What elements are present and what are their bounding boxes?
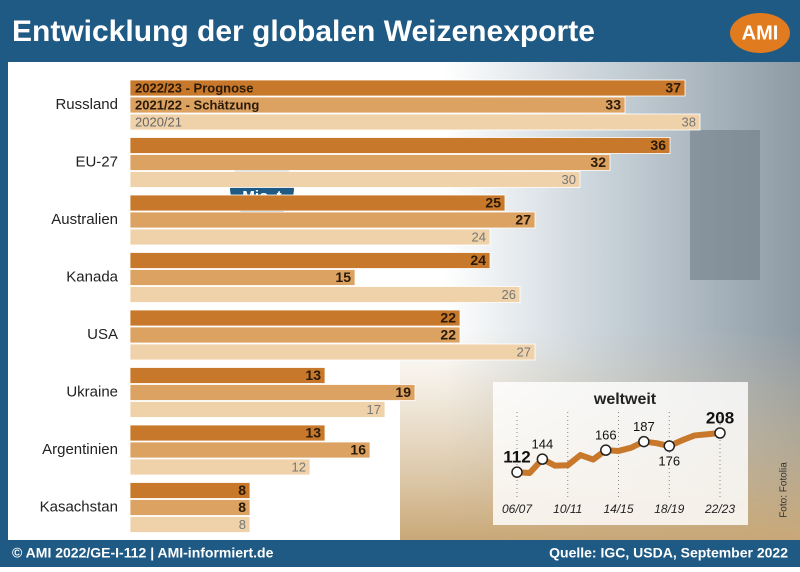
x-tick-label: 18/19 [654, 502, 684, 516]
bar [129, 96, 626, 114]
category-label: USA [87, 326, 118, 343]
bar [129, 516, 251, 533]
value-label: 13 [305, 367, 321, 383]
title: Entwicklung der globalen Weizenexporte [12, 15, 595, 48]
point [536, 453, 549, 465]
line [516, 430, 721, 476]
value-label: 22 [440, 310, 456, 326]
value-label: 30 [562, 172, 576, 187]
value-label: 12 [292, 459, 306, 474]
value-label: 37 [665, 80, 681, 96]
bar [129, 499, 251, 516]
point-label: 176 [658, 453, 680, 468]
bar [129, 424, 326, 442]
bar [129, 482, 251, 499]
footer-left: © AMI 2022/GE-I-112 | AMI-informiert.de [12, 545, 274, 561]
value-label: 16 [350, 442, 366, 458]
category-label: EU-27 [75, 153, 118, 170]
value-label: 36 [650, 137, 666, 153]
x-tick-label: 14/15 [603, 502, 633, 516]
bar [129, 154, 611, 171]
value-label: 25 [485, 195, 501, 211]
logo: AMI [742, 22, 779, 44]
logo-badge [730, 13, 790, 53]
value-label: 24 [470, 252, 486, 268]
category-label: Kanada [66, 268, 118, 285]
bar [129, 171, 581, 188]
bar [129, 441, 371, 459]
bar [129, 194, 506, 212]
value-label: 24 [472, 229, 486, 244]
bar [129, 113, 701, 131]
x-tick-label: 06/07 [502, 502, 533, 516]
bar [129, 269, 356, 286]
value-label: 26 [502, 287, 516, 302]
bar [129, 384, 416, 401]
legend-entry: 2022/23 - Prognose [135, 80, 254, 95]
bar [129, 343, 536, 361]
point-label: 112 [503, 448, 530, 467]
value-label: 17 [367, 402, 381, 417]
point [511, 466, 523, 478]
bar [129, 309, 461, 327]
bar [129, 401, 386, 418]
point [600, 444, 612, 456]
footer-right: Quelle: IGC, USDA, September 2022 [549, 545, 788, 561]
value-label: 13 [305, 425, 321, 441]
value-label: 27 [517, 344, 531, 359]
bar [129, 228, 491, 246]
legend-entry: 2021/22 - Schätzung [135, 97, 259, 112]
value-label: 8 [238, 482, 246, 498]
x-tick-label: 10/11 [553, 502, 582, 516]
bar [129, 458, 311, 476]
category-label: Kasachstan [40, 498, 118, 515]
category-label: Ukraine [66, 383, 118, 400]
bar [129, 326, 461, 344]
value-label: 22 [440, 327, 456, 343]
bar [129, 79, 686, 97]
inset-title: weltweit [593, 391, 657, 408]
x-tick-label: 22/23 [704, 502, 735, 516]
value-label: 32 [590, 154, 606, 170]
photo-spout [690, 130, 760, 280]
category-label: Argentinien [42, 441, 118, 458]
point [714, 427, 726, 439]
bar [129, 286, 521, 303]
bar [129, 252, 491, 269]
value-label: 33 [605, 97, 621, 113]
point-label: 166 [595, 428, 617, 443]
point [638, 435, 650, 448]
value-label: 19 [395, 384, 411, 400]
value-label: 8 [239, 517, 246, 532]
value-label: 15 [335, 269, 351, 285]
value-label: 27 [515, 212, 531, 228]
point-label: 187 [633, 419, 655, 434]
point-label: 208 [706, 408, 734, 427]
category-label: Russland [55, 96, 118, 113]
legend-entry: 2020/21 [135, 114, 182, 129]
category-label: Australien [51, 211, 118, 228]
bar [129, 137, 671, 154]
bar [129, 211, 536, 229]
point [663, 440, 675, 452]
value-label: 38 [682, 114, 696, 129]
point-label: 144 [532, 437, 554, 452]
bar [129, 367, 326, 384]
value-label: 8 [238, 499, 246, 515]
photo-credit: Foto: Fotolia [779, 462, 790, 518]
